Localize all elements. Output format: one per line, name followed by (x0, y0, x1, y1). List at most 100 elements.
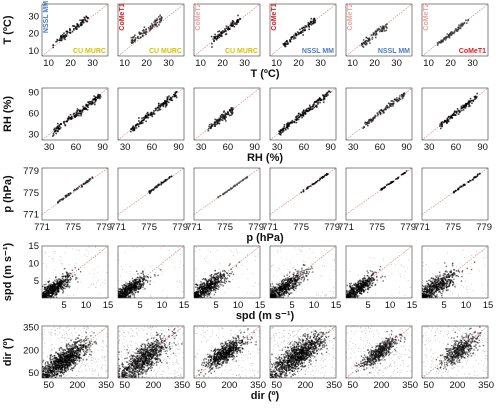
data-point (145, 279, 148, 282)
data-point (93, 101, 96, 104)
data-point (58, 200, 60, 203)
data-point (160, 18, 163, 21)
data-point (383, 30, 386, 32)
data-point (132, 39, 135, 42)
data-point (69, 117, 72, 119)
data-point (214, 273, 217, 275)
data-point (118, 292, 120, 294)
data-point (292, 281, 294, 283)
data-point (203, 287, 206, 289)
data-point (223, 269, 226, 272)
data-point (180, 261, 182, 262)
data-point (296, 279, 298, 282)
data-point (63, 35, 66, 38)
data-point (65, 279, 67, 281)
data-point (384, 276, 386, 278)
data-point (75, 278, 77, 280)
data-point (310, 21, 313, 23)
data-point (237, 20, 239, 23)
data-point (70, 115, 73, 118)
data-point (446, 120, 448, 123)
data-point (292, 283, 294, 285)
data-point (275, 289, 278, 291)
y-tick-label: 10 (28, 259, 39, 270)
data-point (207, 293, 210, 296)
data-point (297, 270, 300, 272)
data-point (312, 271, 314, 273)
data-point (142, 283, 145, 286)
data-point (217, 34, 219, 36)
data-point (450, 114, 453, 117)
data-point (303, 29, 305, 32)
data-point (278, 281, 280, 283)
data-point (270, 294, 273, 296)
data-point (126, 285, 129, 288)
data-point (350, 289, 352, 291)
data-point (58, 285, 61, 288)
data-point (56, 38, 58, 41)
data-point (279, 289, 281, 292)
data-point (43, 288, 45, 290)
data-point (292, 289, 295, 291)
data-point (370, 275, 372, 278)
data-point (297, 274, 300, 276)
data-point (456, 30, 459, 32)
data-point (287, 276, 289, 278)
data-point (120, 291, 122, 293)
data-point (441, 125, 443, 128)
data-point (348, 285, 351, 287)
data-point (280, 296, 282, 298)
data-point (319, 99, 322, 102)
panel-frame (41, 245, 109, 299)
data-point (281, 289, 284, 292)
data-point (203, 296, 206, 298)
data-point (392, 180, 395, 183)
data-point (272, 296, 275, 298)
data-point (285, 259, 287, 261)
data-point (163, 180, 166, 182)
y-tick-label: 10 (28, 46, 39, 57)
panel-frame (117, 3, 185, 57)
data-point (291, 36, 294, 38)
data-point (364, 275, 366, 277)
data-point (273, 291, 275, 293)
data-point (278, 295, 281, 298)
data-point (308, 26, 310, 28)
data-point (48, 291, 51, 293)
x-model-label: CU MURC (73, 48, 106, 55)
data-point (125, 293, 127, 296)
data-point (218, 285, 220, 287)
data-point (135, 285, 138, 287)
data-point (254, 294, 255, 295)
data-point (62, 263, 64, 265)
data-point (207, 286, 209, 288)
data-point (304, 113, 307, 115)
data-point (279, 294, 281, 296)
data-point (148, 189, 151, 192)
data-point (134, 279, 137, 282)
data-point (206, 295, 209, 298)
data-point (296, 116, 298, 119)
data-point (195, 296, 197, 298)
x-tick-label: 771 (34, 222, 50, 233)
data-point (383, 26, 386, 28)
data-point (314, 21, 317, 24)
data-point (118, 288, 120, 290)
data-point (306, 110, 309, 112)
data-point (56, 285, 57, 287)
data-point (322, 101, 325, 104)
data-point (214, 288, 216, 290)
data-point (54, 279, 56, 282)
data-point (174, 92, 177, 95)
data-point (202, 288, 204, 290)
data-point (293, 37, 295, 40)
data-point (288, 272, 290, 274)
data-point (57, 130, 59, 132)
data-point (270, 289, 272, 291)
x-tick-label: 779 (248, 222, 264, 233)
data-point (300, 281, 302, 284)
data-point (230, 250, 232, 252)
panel-frame (345, 3, 413, 57)
data-point (302, 190, 305, 193)
data-point (247, 278, 249, 280)
